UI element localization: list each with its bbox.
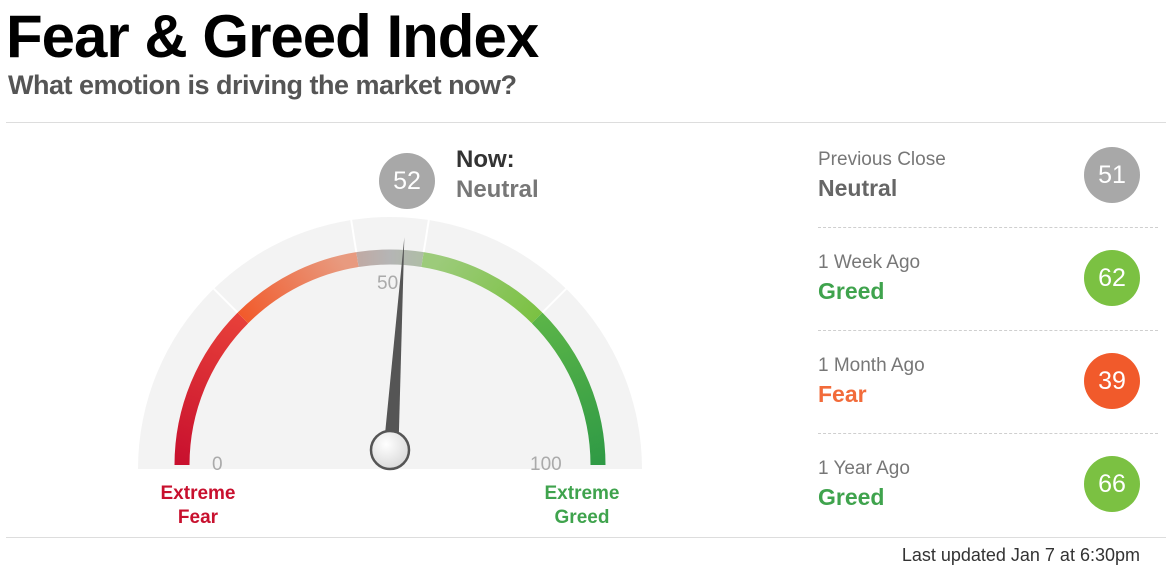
history-value-badge: 51 <box>1084 147 1140 203</box>
now-label: Now: <box>456 146 515 173</box>
history-row-1-month-ago: 1 Month Ago Fear 39 <box>818 331 1158 434</box>
tick-label-100: 100 <box>530 454 562 475</box>
gauge-needle-hub <box>369 429 411 471</box>
gauge-needle <box>382 237 405 466</box>
gauge-background <box>138 217 642 469</box>
tick-label-50: 50 <box>377 273 399 294</box>
history-value-badge: 62 <box>1084 250 1140 306</box>
history-rating: Neutral <box>818 175 898 201</box>
page-title: Fear & Greed Index <box>6 3 539 70</box>
history-label: 1 Year Ago <box>818 458 910 479</box>
extreme-greed-label-line2: Greed <box>554 507 610 528</box>
top-divider <box>6 122 1166 123</box>
history-rating: Greed <box>818 278 885 304</box>
extreme-fear-label-line1: Extreme <box>160 483 236 504</box>
gauge-arc-neutral <box>356 249 424 267</box>
history-label: 1 Week Ago <box>818 252 921 273</box>
gauge-arc-extreme-greed <box>531 312 606 466</box>
history-value-badge: 66 <box>1084 456 1140 512</box>
now-value-badge: 52 <box>379 153 435 209</box>
history-row-1-year-ago: 1 Year Ago Greed 66 <box>818 434 1158 536</box>
extreme-fear-label-line2: Fear <box>177 507 219 528</box>
bottom-divider <box>6 537 1166 538</box>
history-rating: Greed <box>818 484 885 510</box>
gauge-arc-extreme-fear <box>174 312 249 466</box>
tick-label-0: 0 <box>212 454 223 475</box>
gauge-arc-fear <box>237 252 359 324</box>
page-subtitle: What emotion is driving the market now? <box>8 70 517 100</box>
extreme-fear-label: Extreme Fear <box>138 482 258 530</box>
extreme-greed-label-line1: Extreme <box>544 483 620 504</box>
now-rating: Neutral <box>456 176 539 203</box>
last-updated-text: Last updated Jan 7 at 6:30pm <box>901 545 1140 565</box>
gauge-arc-greed <box>421 252 543 324</box>
history-rating: Fear <box>818 381 867 407</box>
history-label: Previous Close <box>818 149 946 170</box>
history-row-previous-close: Previous Close Neutral 51 <box>818 125 1158 228</box>
history-row-1-week-ago: 1 Week Ago Greed 62 <box>818 228 1158 331</box>
fear-greed-gauge <box>138 215 642 471</box>
history-label: 1 Month Ago <box>818 355 925 376</box>
extreme-greed-label: Extreme Greed <box>522 482 642 530</box>
history-panel: Previous Close Neutral 51 1 Week Ago Gre… <box>818 125 1158 536</box>
history-value-badge: 39 <box>1084 353 1140 409</box>
